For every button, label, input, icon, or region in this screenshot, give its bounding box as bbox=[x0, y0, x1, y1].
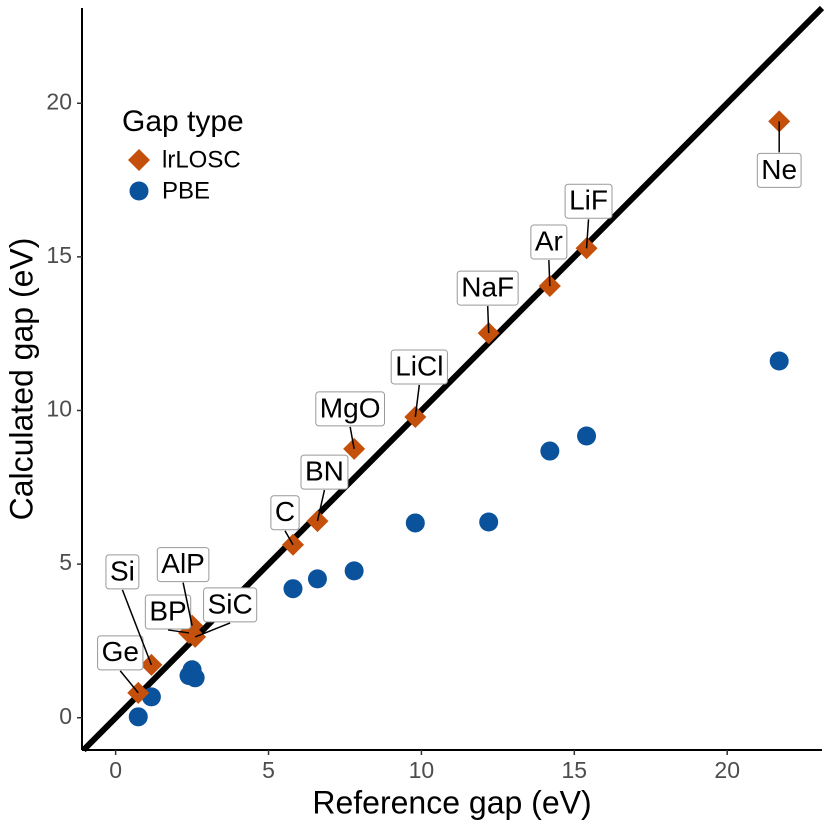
y-tick-label: 5 bbox=[59, 549, 72, 575]
label-box bbox=[105, 554, 140, 590]
label-connector bbox=[349, 426, 355, 450]
label-text: Ar bbox=[535, 225, 563, 256]
label-text: C bbox=[275, 496, 295, 527]
legend-label: lrLOSC bbox=[162, 146, 241, 173]
point-label: BP bbox=[144, 594, 192, 634]
point-label: BN bbox=[300, 454, 349, 522]
point bbox=[307, 569, 327, 589]
label-connector bbox=[486, 306, 490, 334]
label-connector bbox=[167, 629, 190, 634]
label-text: NaF bbox=[461, 271, 514, 302]
point bbox=[769, 351, 789, 371]
point-label: MgO bbox=[315, 391, 385, 450]
point bbox=[479, 512, 499, 532]
label-connector bbox=[316, 489, 326, 522]
label-box bbox=[530, 224, 568, 260]
x-tick-label: 15 bbox=[562, 757, 588, 783]
label-box bbox=[300, 454, 349, 490]
label-connector bbox=[548, 260, 551, 287]
point-label: Ne bbox=[756, 121, 802, 188]
label-connector bbox=[585, 219, 590, 249]
y-axis-title: Calculated gap (eV) bbox=[3, 238, 39, 521]
legend-marker bbox=[129, 181, 149, 201]
y-tick-label: 10 bbox=[46, 396, 72, 422]
x-axis-title: Reference gap (eV) bbox=[312, 784, 591, 820]
point-label: LiF bbox=[564, 183, 613, 249]
x-tick-label: 5 bbox=[262, 757, 275, 783]
point-label: NaF bbox=[456, 270, 519, 334]
label-box bbox=[203, 587, 258, 623]
point bbox=[185, 668, 205, 688]
label-text: Ne bbox=[761, 154, 797, 185]
label-text: SiC bbox=[208, 588, 253, 619]
point bbox=[344, 561, 364, 581]
label-box bbox=[270, 495, 300, 531]
x-tick-label: 10 bbox=[409, 757, 435, 783]
label-box bbox=[156, 547, 210, 583]
y-tick-label: 15 bbox=[46, 242, 72, 268]
label-connector bbox=[182, 582, 193, 626]
label-box bbox=[756, 152, 802, 188]
label-text: MgO bbox=[320, 392, 381, 423]
label-box bbox=[456, 270, 519, 306]
label-text: BP bbox=[149, 595, 186, 626]
point bbox=[283, 579, 303, 599]
point bbox=[405, 513, 425, 533]
point-label: SiC bbox=[194, 587, 258, 638]
label-box bbox=[390, 349, 448, 385]
label-box bbox=[564, 183, 613, 219]
x-tick-label: 0 bbox=[109, 757, 122, 783]
x-tick-label: 20 bbox=[714, 757, 740, 783]
legend-marker bbox=[128, 149, 150, 171]
label-connector bbox=[194, 622, 231, 638]
label-connector bbox=[414, 384, 421, 418]
label-box bbox=[144, 594, 192, 630]
point-label: Ge bbox=[97, 635, 144, 694]
label-connector bbox=[284, 530, 294, 546]
point bbox=[577, 426, 597, 446]
label-box bbox=[315, 391, 385, 427]
label-connector bbox=[119, 670, 139, 694]
label-connector bbox=[121, 589, 153, 666]
identity-line bbox=[81, 5, 825, 753]
point-label: LiCl bbox=[390, 349, 448, 418]
y-tick-label: 0 bbox=[59, 703, 72, 729]
label-text: LiCl bbox=[395, 350, 443, 381]
point bbox=[540, 441, 560, 461]
point-label: AlP bbox=[156, 547, 210, 626]
label-text: Ge bbox=[102, 636, 139, 667]
legend-label: PBE bbox=[162, 177, 210, 204]
point bbox=[128, 707, 148, 727]
point-label: Si bbox=[105, 554, 153, 666]
y-tick-label: 20 bbox=[46, 88, 72, 114]
label-text: Si bbox=[110, 555, 135, 586]
label-box bbox=[97, 635, 144, 671]
point-label: Ar bbox=[530, 224, 568, 287]
label-text: LiF bbox=[569, 185, 608, 216]
point-label: C bbox=[270, 495, 300, 546]
label-text: BN bbox=[305, 455, 344, 486]
label-text: AlP bbox=[161, 548, 205, 579]
legend-title: Gap type bbox=[122, 105, 244, 138]
